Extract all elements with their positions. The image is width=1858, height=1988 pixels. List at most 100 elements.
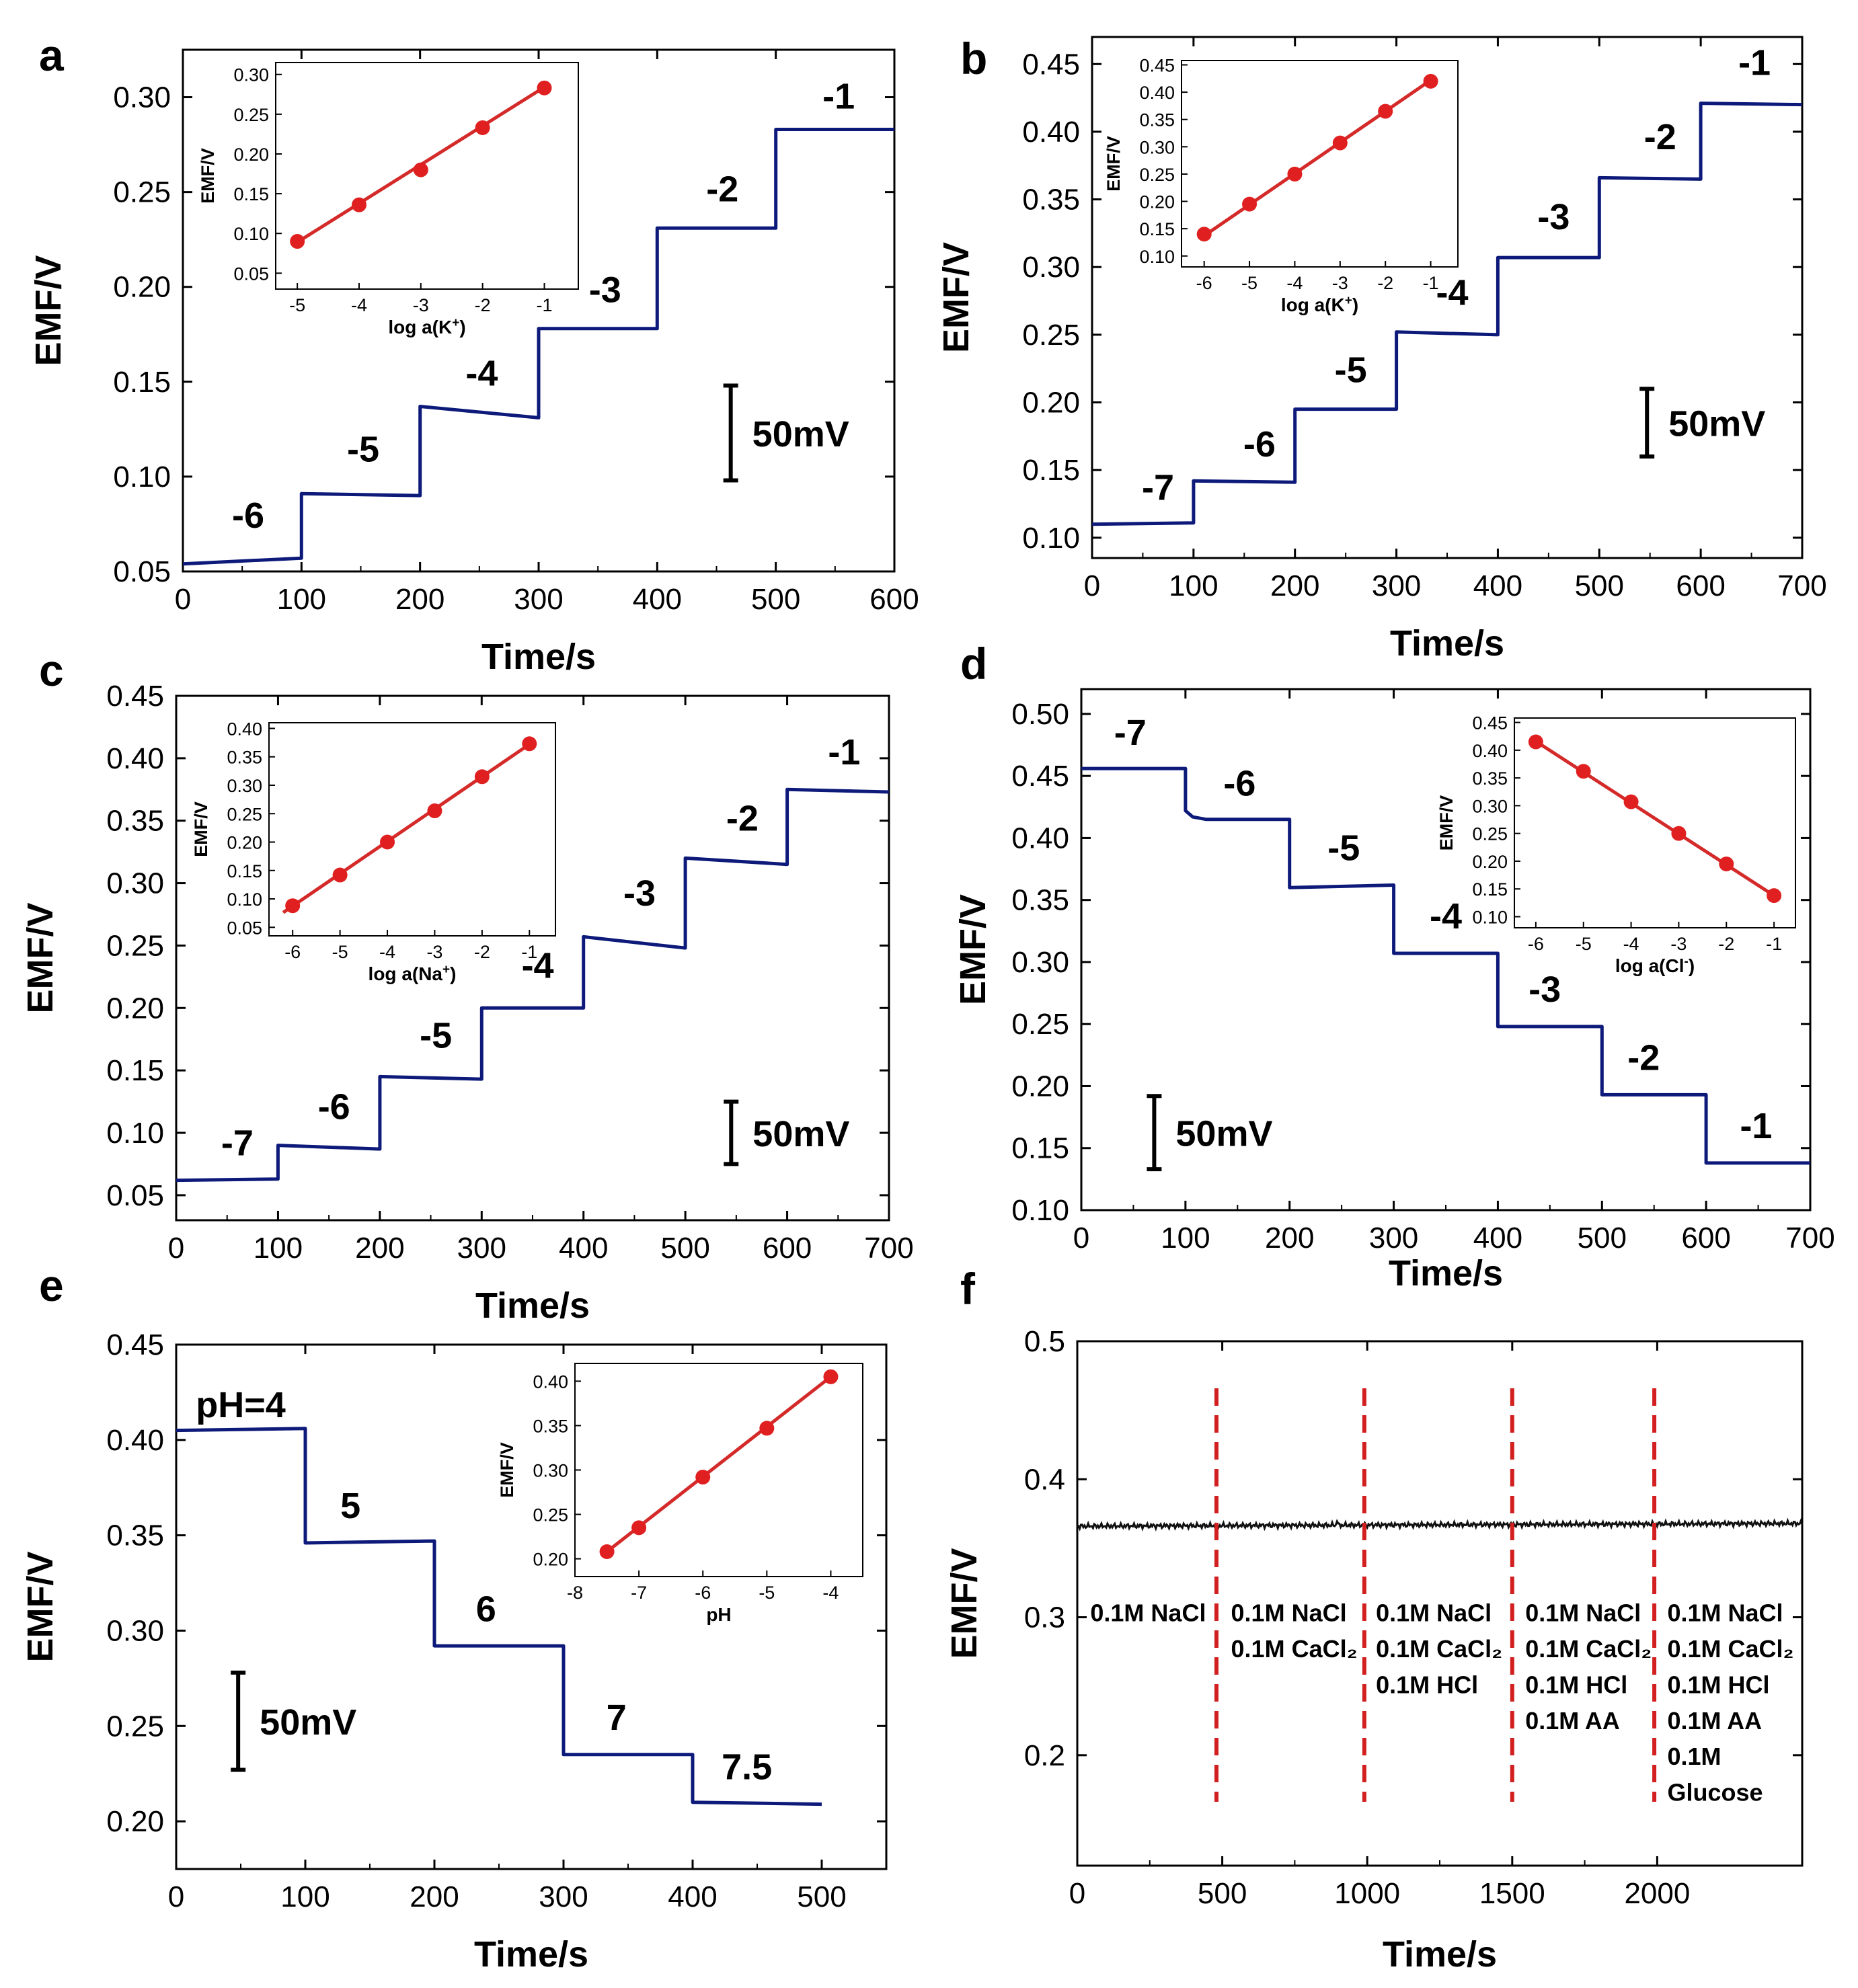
- inset-y-tick-label: 0.15: [227, 861, 262, 881]
- inset-x-tick-label: -1: [521, 942, 537, 962]
- step-label: 6: [476, 1589, 496, 1629]
- x-tick-label: 500: [660, 1232, 709, 1265]
- inset-y-axis-title: EMF/V: [1436, 795, 1457, 851]
- inset-y-tick-label: 0.45: [1139, 55, 1175, 75]
- inset-x-tick-label: -5: [1576, 934, 1592, 954]
- annotation-text: 0.1M CaCl₂: [1667, 1635, 1793, 1663]
- inset-y-tick-label: 0.30: [233, 65, 269, 85]
- inset-x-tick-label: -4: [822, 1583, 839, 1603]
- x-axis-title: Time/s: [481, 637, 596, 677]
- scale-bar-label: 50mV: [1175, 1114, 1272, 1154]
- annotation-text: 0.1M CaCl₂: [1231, 1635, 1358, 1663]
- x-tick-label: 200: [1265, 1222, 1314, 1255]
- step-label: -7: [1142, 467, 1174, 508]
- annotation-text: 0.1M: [1667, 1743, 1721, 1770]
- annotation-text: 0.1M NaCl: [1525, 1599, 1641, 1627]
- inset-fit-line: [1535, 740, 1775, 898]
- inset-x-tick-label: -2: [475, 295, 491, 315]
- x-tick-label: 600: [1681, 1222, 1730, 1255]
- inset-x-tick-label: -4: [351, 295, 367, 315]
- inset-y-axis-title: EMF/V: [497, 1442, 517, 1498]
- scale-bar: 50mV: [1639, 387, 1765, 459]
- step-label: -2: [1644, 117, 1676, 157]
- inset-y-tick-label: 0.25: [1472, 824, 1508, 844]
- y-tick-label: 0.25: [1011, 1008, 1069, 1041]
- y-tick-label: 0.15: [106, 1054, 164, 1087]
- x-axis-title: Time/s: [474, 1934, 588, 1975]
- x-tick-label: 300: [1372, 569, 1421, 602]
- inset-x-axis-title-end: ): [1689, 955, 1695, 976]
- inset-fit-line: [282, 743, 531, 914]
- inset-y-tick-label: 0.25: [533, 1505, 568, 1525]
- x-tick-label: 500: [797, 1880, 846, 1913]
- step-label: -2: [706, 169, 738, 210]
- inset-y-tick-label: 0.10: [227, 889, 262, 910]
- plot-frame: [175, 1343, 888, 1870]
- x-axis-title: Time/s: [1390, 623, 1504, 664]
- panel-label: a: [39, 30, 65, 80]
- step-label: -7: [1114, 713, 1147, 753]
- y-axis-title: EMF/V: [28, 255, 69, 366]
- step-label: -3: [1537, 197, 1570, 237]
- inset-data-point: [1719, 857, 1734, 872]
- inset-x-tick-label: -5: [332, 942, 348, 962]
- step-label: -6: [1223, 764, 1255, 804]
- inset-x-tick-label: -1: [1766, 934, 1782, 954]
- inset-x-axis-title-main: log a(Na: [369, 963, 443, 984]
- x-tick-label: 300: [539, 1880, 588, 1913]
- inset-data-point: [380, 834, 395, 850]
- y-axis-title: EMF/V: [953, 894, 993, 1005]
- x-tick-label: 0: [1069, 1877, 1085, 1910]
- annotation-text: 0.1M CaCl₂: [1376, 1635, 1502, 1663]
- inset-y-tick-label: 0.20: [233, 145, 269, 165]
- inset-y-tick-label: 0.15: [233, 184, 269, 204]
- x-tick-label: 0: [1084, 569, 1100, 602]
- inset-y-tick-label: 0.15: [1139, 219, 1175, 239]
- x-tick-label: 0: [168, 1880, 184, 1913]
- inset-y-tick-label: 0.05: [233, 264, 269, 284]
- panel-label: f: [960, 1264, 976, 1314]
- inset-x-tick-label: -3: [426, 942, 442, 962]
- inset-y-tick-label: 0.10: [1139, 247, 1175, 267]
- step-label: -2: [1627, 1037, 1660, 1078]
- x-tick-label: 1000: [1334, 1877, 1400, 1910]
- step-label: -6: [232, 495, 264, 536]
- inset-x-tick-label: -4: [1623, 934, 1639, 954]
- inset-y-tick-label: 0.35: [1139, 110, 1175, 130]
- y-tick-label: 0.35: [1011, 884, 1069, 917]
- step-label: pH=4: [196, 1385, 286, 1425]
- inset-data-point: [631, 1520, 647, 1536]
- step-label: -4: [522, 946, 554, 986]
- annotation-text: 0.1M AA: [1667, 1707, 1762, 1735]
- x-axis-title: Time/s: [475, 1285, 590, 1326]
- x-tick-label: 700: [1785, 1222, 1834, 1255]
- annotation-text: 0.1M NaCl: [1376, 1599, 1492, 1627]
- y-tick-label: 0.10: [106, 1117, 164, 1150]
- step-label: -4: [465, 353, 498, 393]
- inset-x-axis-title-main: log a(K: [1281, 294, 1345, 315]
- potential-trace: [1081, 766, 1810, 1165]
- y-tick-label: 0.25: [1022, 319, 1080, 352]
- y-tick-label: 0.15: [1011, 1132, 1069, 1165]
- x-tick-label: 100: [254, 1232, 303, 1265]
- inset-y-axis-title: EMF/V: [198, 148, 218, 204]
- panel-d: d 0 100 200 300 400 500 600 700 0.10 0.15 0.20 0.25 0…: [953, 639, 1835, 1294]
- x-tick-label: 600: [763, 1232, 812, 1265]
- x-tick-label: 200: [395, 583, 444, 616]
- step-label: -5: [420, 1016, 452, 1056]
- x-tick-label: 0: [175, 583, 191, 616]
- step-label: 5: [340, 1486, 360, 1526]
- y-tick-label: 0.15: [1022, 454, 1080, 487]
- panel-c: c 0 100 200 300 400 500 600 700 0.05 0.10 0.15 0.20 0…: [20, 645, 914, 1326]
- panel-label: e: [39, 1261, 64, 1310]
- inset-y-tick-label: 0.40: [1472, 741, 1508, 761]
- annotation-text: 0.1M CaCl₂: [1525, 1635, 1652, 1663]
- inset-y-tick-label: 0.20: [1139, 192, 1175, 212]
- step-label: -5: [1327, 828, 1360, 869]
- scale-bar: 50mV: [724, 1099, 849, 1166]
- inset-y-tick-label: 0.30: [1139, 137, 1175, 157]
- x-tick-label: 300: [457, 1232, 506, 1265]
- x-tick-label: 400: [668, 1880, 717, 1913]
- y-tick-label: 0.45: [1022, 48, 1080, 81]
